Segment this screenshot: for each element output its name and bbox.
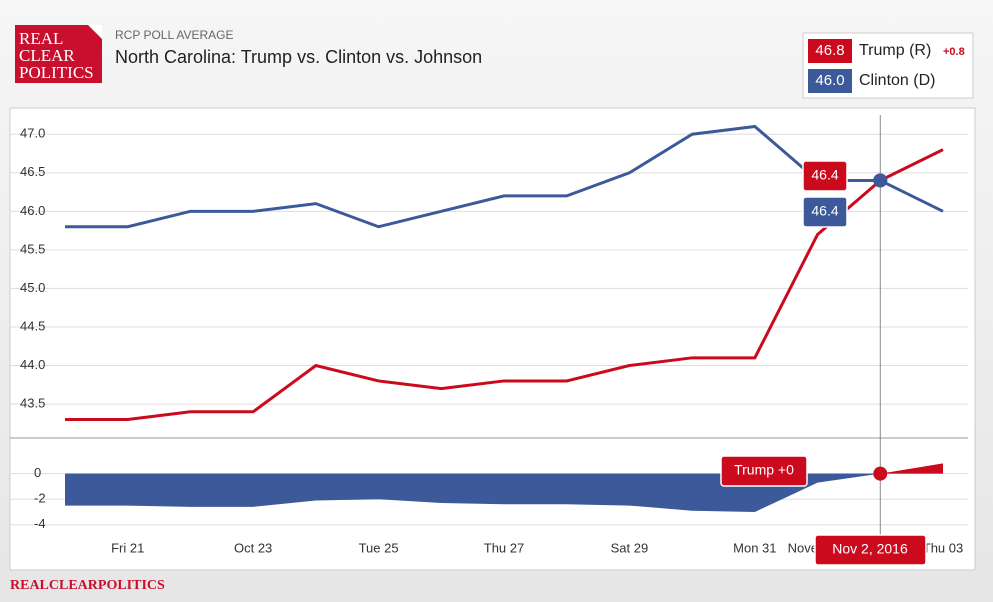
hover-tooltip xyxy=(802,196,848,228)
y-tick-label: 45.5 xyxy=(20,241,45,256)
y-tick-label: 44.0 xyxy=(20,357,45,372)
x-tick-label: Sat 29 xyxy=(611,540,649,555)
spread-hover-point xyxy=(873,466,888,481)
spread-area-negative xyxy=(65,474,878,512)
hover-value: 46.4 xyxy=(811,203,838,219)
hover-value: 46.4 xyxy=(811,167,838,183)
x-tick-label: Oct 23 xyxy=(234,540,272,555)
date-tooltip xyxy=(814,534,927,566)
series-line xyxy=(65,148,944,421)
legend-swatch xyxy=(808,69,852,93)
logo-box xyxy=(15,25,102,83)
x-tick-label: Mon 31 xyxy=(733,540,776,555)
hover-tooltip xyxy=(802,160,848,192)
legend-name: Clinton (D) xyxy=(859,72,935,89)
y-tick-label: 46.0 xyxy=(20,203,45,218)
kicker: RCP POLL AVERAGE xyxy=(115,28,234,42)
y-tick-label: 43.5 xyxy=(20,396,45,411)
hover-point xyxy=(873,173,888,188)
x-tick-label: Tue 25 xyxy=(359,540,399,555)
x-tick-label: Fri 21 xyxy=(111,540,144,555)
logo: REAL CLEAR POLITICS xyxy=(19,29,94,82)
x-tick-label: Thu 27 xyxy=(484,540,524,555)
chart-title: North Carolina: Trump vs. Clinton vs. Jo… xyxy=(115,47,482,67)
legend-name: Trump (R) xyxy=(859,42,931,59)
spread-tooltip-label: Trump +0 xyxy=(734,462,794,478)
y-tick-label: -2 xyxy=(34,491,46,506)
spread-tooltip xyxy=(720,455,808,487)
legend-lead: +0.8 xyxy=(943,46,965,58)
y-tick-label: 46.5 xyxy=(20,164,45,179)
y-tick-label: 45.0 xyxy=(20,280,45,295)
footer: REALCLEARPOLITICS xyxy=(10,578,165,593)
y-tick-label: 44.5 xyxy=(20,318,45,333)
logo-corner xyxy=(88,25,102,39)
date-tooltip-label: Nov 2, 2016 xyxy=(832,541,908,557)
legend-swatch xyxy=(808,39,852,63)
legend-value: 46.8 xyxy=(815,42,844,59)
x-tick-label: Thu 03 xyxy=(923,540,963,555)
series-line xyxy=(65,124,944,229)
legend-value: 46.0 xyxy=(815,72,844,89)
y-tick-label: -4 xyxy=(34,516,46,531)
y-tick-label: 47.0 xyxy=(20,126,45,141)
y-tick-label: 0 xyxy=(34,465,41,480)
